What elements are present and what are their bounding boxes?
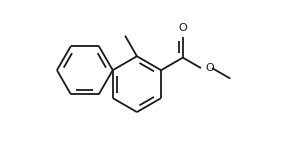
- Text: O: O: [178, 23, 187, 33]
- Text: O: O: [206, 63, 214, 73]
